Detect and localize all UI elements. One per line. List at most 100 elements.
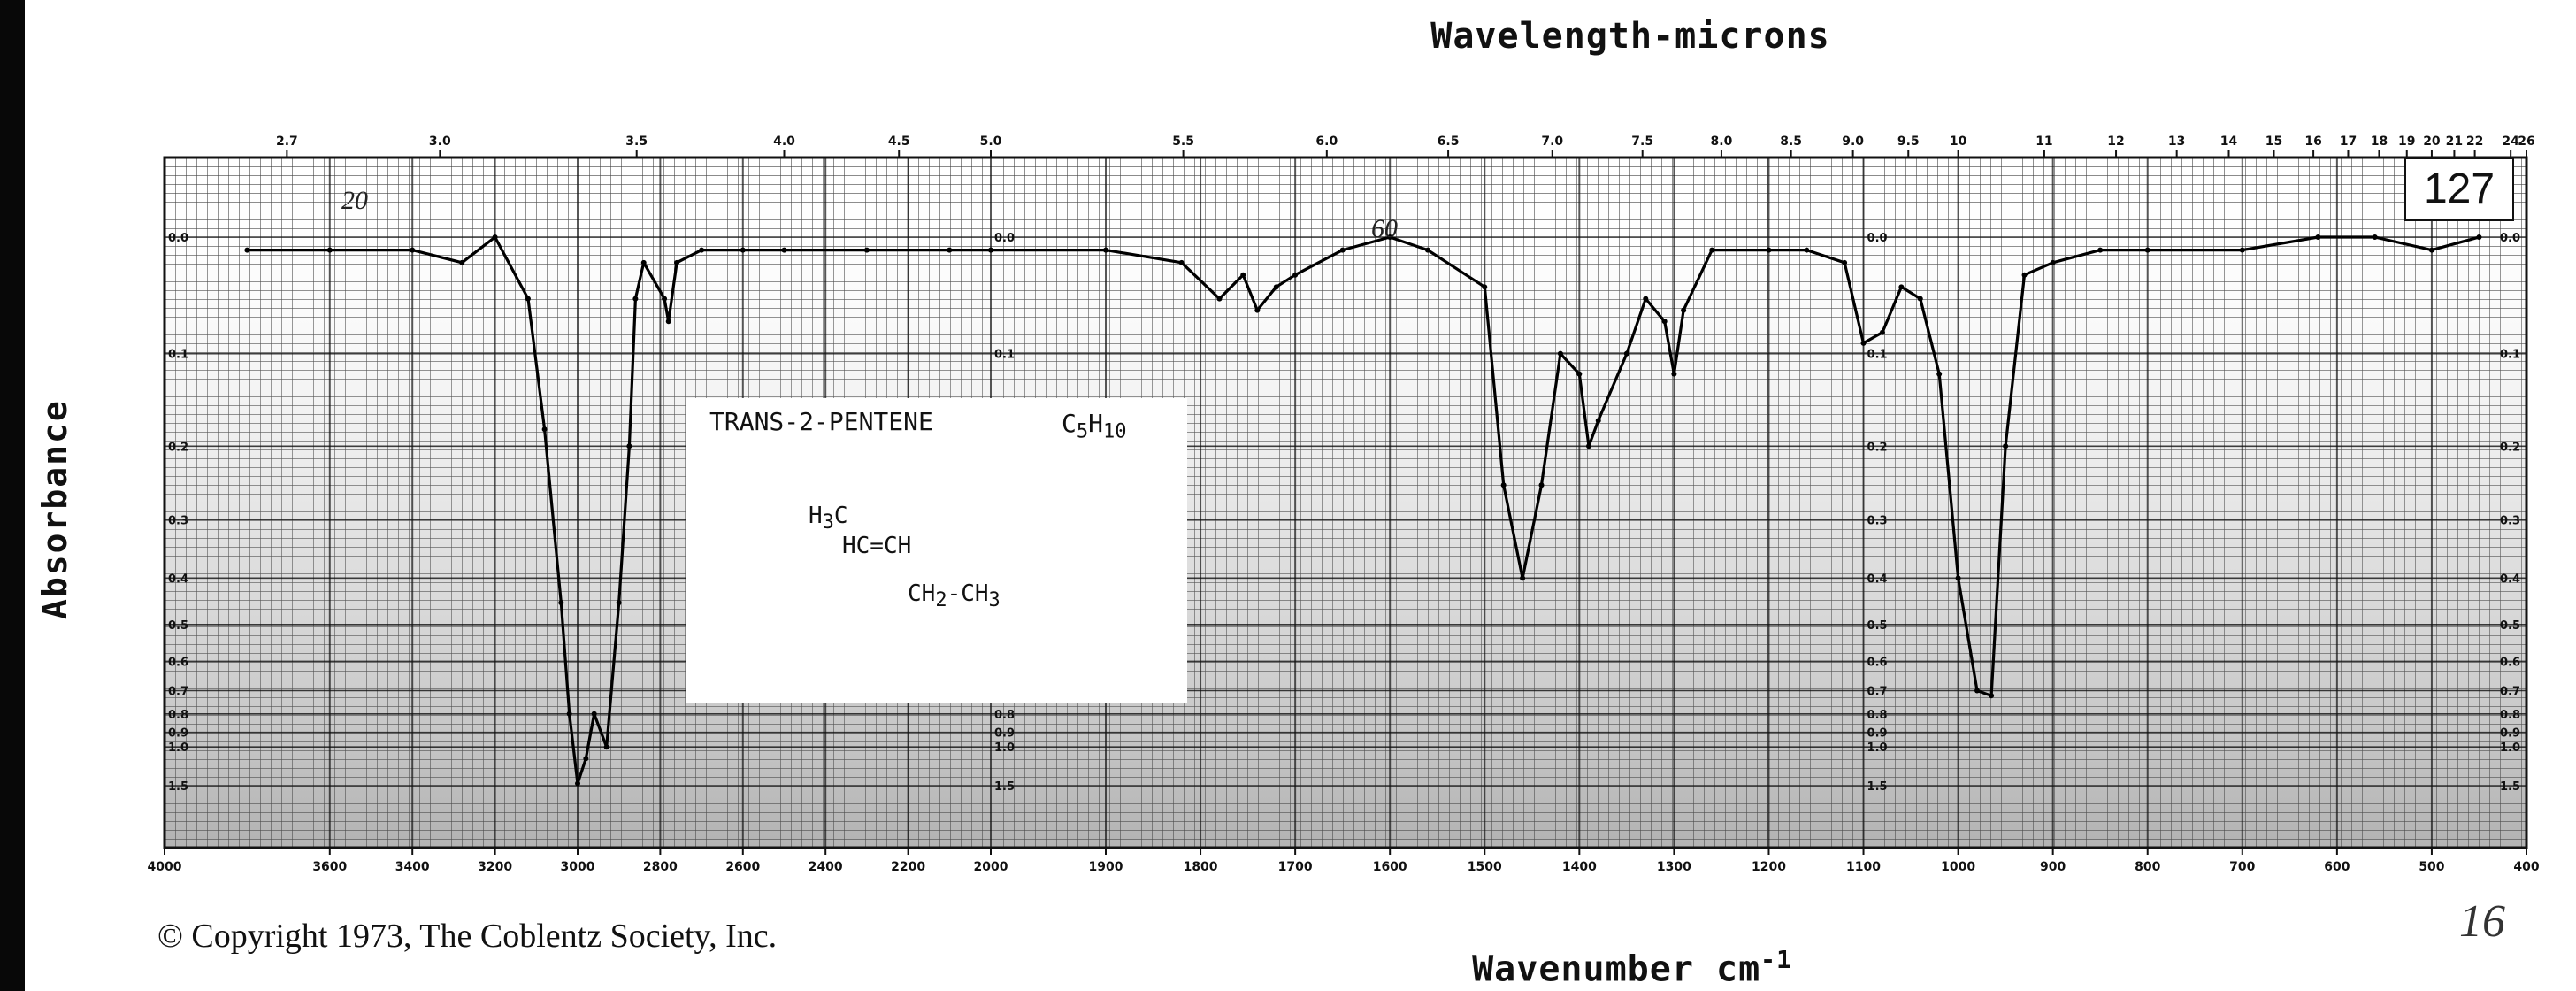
spectrum-point xyxy=(2476,234,2482,240)
top-axis-title: Wavelength-microns xyxy=(1430,16,1830,57)
micron-tick-label: 8.0 xyxy=(1711,134,1733,149)
absorbance-tick-label: 0.4 xyxy=(168,572,188,586)
absorbance-tick-label: 0.0 xyxy=(1867,232,1888,245)
absorbance-tick-label: 0.6 xyxy=(168,656,188,669)
absorbance-tick-label: 1.0 xyxy=(168,741,188,755)
spectrum-point xyxy=(1766,247,1772,253)
bottom-axis-title: Wavenumber cm-1 xyxy=(0,945,2576,989)
micron-tick-label: 9.0 xyxy=(1842,134,1864,149)
micron-tick-label: 7.5 xyxy=(1631,134,1653,149)
micron-tick-label: 26 xyxy=(2518,134,2534,149)
micron-tick-label: 9.5 xyxy=(1898,134,1920,149)
spectrum-point xyxy=(616,600,622,606)
micron-tick-label: 15 xyxy=(2266,134,2282,149)
absorbance-tick-label: 1.0 xyxy=(994,741,1015,755)
paper-shading xyxy=(165,157,2526,848)
structure-ch3-sub: 3 xyxy=(988,589,1000,612)
spectrum-point xyxy=(988,247,993,253)
absorbance-tick-label: 0.6 xyxy=(1867,656,1888,669)
spectrum-point xyxy=(1273,284,1279,290)
micron-tick-label: 22 xyxy=(2466,134,2483,149)
absorbance-tick-label: 0.8 xyxy=(1867,709,1888,722)
micron-tick-label: 14 xyxy=(2220,134,2238,149)
structure-ch2: CH xyxy=(908,580,936,607)
absorbance-tick-label: 0.0 xyxy=(168,232,188,245)
spectrum-point xyxy=(410,247,416,253)
spectrum-point xyxy=(1387,234,1393,240)
absorbance-tick-label: 0.9 xyxy=(994,727,1015,741)
structure-h3c-sub: 3 xyxy=(822,511,834,534)
wavenumber-tick-label: 1700 xyxy=(1278,860,1313,874)
spectrum-point xyxy=(459,259,465,265)
absorbance-tick-label: 0.0 xyxy=(994,232,1015,245)
absorbance-tick-label: 0.8 xyxy=(994,709,1015,722)
spectrum-point xyxy=(1216,296,1223,302)
spectrum-point xyxy=(558,600,564,606)
micron-tick-label: 24 xyxy=(2502,134,2519,149)
micron-tick-label: 5.5 xyxy=(1172,134,1194,149)
handwritten-mark-20: 20 xyxy=(341,186,368,215)
spectrum-point xyxy=(1955,575,1961,581)
spectrum-point xyxy=(1681,307,1687,313)
wavenumber-tick-label: 1800 xyxy=(1184,860,1218,874)
wavenumber-axis: 4000 3600 3400 3200 3000 2800 2600 2400 2200 2000… xyxy=(148,848,2540,874)
absorbance-tick-label: 0.6 xyxy=(2500,656,2520,669)
micron-tick-label: 6.5 xyxy=(1438,134,1460,149)
spectrum-point xyxy=(1482,284,1488,290)
spectrum-point xyxy=(1576,371,1583,377)
spectrum-point xyxy=(2021,272,2028,278)
spectrum-point xyxy=(1671,371,1677,377)
spectrum-point xyxy=(947,247,953,253)
wavenumber-tick-label: 3200 xyxy=(478,860,512,874)
spectrum-point xyxy=(665,319,671,325)
spectrum-point xyxy=(244,247,250,253)
micron-tick-label: 12 xyxy=(2107,134,2124,149)
wavenumber-tick-label: 500 xyxy=(2419,860,2444,874)
spectrum-point xyxy=(1623,350,1629,357)
wavenumber-tick-label: 400 xyxy=(2513,860,2539,874)
micron-tick-label: 13 xyxy=(2168,134,2185,149)
wavenumber-tick-label: 2400 xyxy=(809,860,843,874)
micron-tick-label: 4.5 xyxy=(888,134,910,149)
spectrum-point xyxy=(662,296,668,302)
absorbance-tick-label: 0.9 xyxy=(168,727,188,741)
absorbance-tick-label: 0.4 xyxy=(2500,572,2520,586)
wavenumber-tick-label: 600 xyxy=(2324,860,2350,874)
spectrum-point xyxy=(740,247,746,253)
micron-tick-label: 6.0 xyxy=(1315,134,1338,149)
formula-carbon: C xyxy=(1062,409,1077,438)
micron-tick-label: 8.5 xyxy=(1780,134,1802,149)
spectrum-point xyxy=(632,296,639,302)
formula-hydrogen-count: 10 xyxy=(1102,420,1127,443)
spectrum-point xyxy=(2372,234,2378,240)
wavenumber-tick-label: 1100 xyxy=(1846,860,1881,874)
spectrum-point xyxy=(640,259,647,265)
spectrum-point xyxy=(566,711,572,717)
bottom-axis-title-text: Wavenumber cm xyxy=(1472,949,1761,990)
micron-tick-label: 18 xyxy=(2371,134,2388,149)
micron-tick-label: 17 xyxy=(2340,134,2357,149)
absorbance-tick-label: 0.2 xyxy=(168,441,188,454)
ir-spectrum-chart: 2.7 3.0 3.5 4.0 4.5 5.0 5.5 6.0 6.5 7.0 7.5 8.0 8.5 9… xyxy=(148,134,2540,874)
spectrum-point xyxy=(1240,272,1246,278)
absorbance-tick-label: 0.7 xyxy=(2500,686,2520,699)
spectrum-point xyxy=(541,426,548,433)
wavenumber-tick-label: 2000 xyxy=(974,860,1008,874)
micron-tick-label: 3.5 xyxy=(625,134,648,149)
absorbance-tick-label: 0.1 xyxy=(994,349,1015,362)
wavenumber-tick-label: 2200 xyxy=(891,860,925,874)
spectrum-point xyxy=(603,744,610,750)
spectrum-point xyxy=(674,259,680,265)
absorbance-tick-label: 1.5 xyxy=(994,780,1015,794)
micron-tick-label: 10 xyxy=(1950,134,1967,149)
spectrum-point xyxy=(1709,247,1715,253)
wavenumber-tick-label: 3600 xyxy=(312,860,347,874)
wavenumber-tick-label: 2600 xyxy=(725,860,760,874)
spectrum-point xyxy=(1643,296,1649,302)
wavenumber-tick-label: 1500 xyxy=(1468,860,1502,874)
spectrum-point xyxy=(2097,247,2104,253)
micron-tick-label: 4.0 xyxy=(773,134,795,149)
plot-area xyxy=(163,156,2528,849)
formula-carbon-count: 5 xyxy=(1076,420,1089,443)
micron-tick-label: 20 xyxy=(2423,134,2441,149)
